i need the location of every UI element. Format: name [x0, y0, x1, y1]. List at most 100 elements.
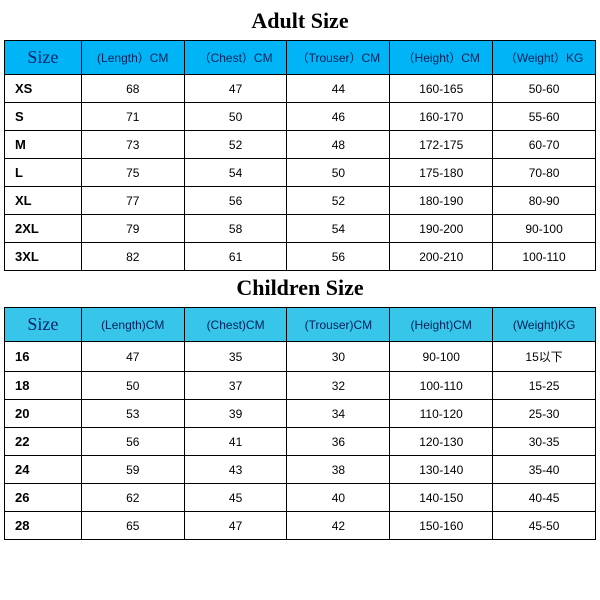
col-trouser: (Trouser)CM: [287, 308, 390, 342]
data-cell: 100-110: [493, 243, 596, 271]
col-height: （Height）CM: [390, 41, 493, 75]
data-cell: 44: [287, 75, 390, 103]
data-cell: 190-200: [390, 215, 493, 243]
table-row: 18503732100-11015-25: [5, 372, 596, 400]
table-header-row: Size (Length)CM (Chest)CM (Trouser)CM (H…: [5, 308, 596, 342]
table-row: M735248172-17560-70: [5, 131, 596, 159]
col-trouser: （Trouser）CM: [287, 41, 390, 75]
table-row: 1647353090-10015以下: [5, 342, 596, 372]
data-cell: 15-25: [493, 372, 596, 400]
table-row: 26624540140-15040-45: [5, 484, 596, 512]
data-cell: 54: [287, 215, 390, 243]
data-cell: 79: [81, 215, 184, 243]
data-cell: 130-140: [390, 456, 493, 484]
col-chest: (Chest)CM: [184, 308, 287, 342]
data-cell: 40-45: [493, 484, 596, 512]
size-cell: 3XL: [5, 243, 82, 271]
col-weight: （Weight）KG: [493, 41, 596, 75]
adult-tbody: XS684744160-16550-60S715046160-17055-60M…: [5, 75, 596, 271]
data-cell: 56: [287, 243, 390, 271]
col-length: (Length）CM: [81, 41, 184, 75]
data-cell: 70-80: [493, 159, 596, 187]
data-cell: 172-175: [390, 131, 493, 159]
data-cell: 56: [184, 187, 287, 215]
data-cell: 160-170: [390, 103, 493, 131]
data-cell: 47: [184, 512, 287, 540]
col-weight: (Weight)KG: [493, 308, 596, 342]
data-cell: 61: [184, 243, 287, 271]
data-cell: 68: [81, 75, 184, 103]
data-cell: 45: [184, 484, 287, 512]
data-cell: 90-100: [390, 342, 493, 372]
data-cell: 50: [184, 103, 287, 131]
size-cell: 28: [5, 512, 82, 540]
data-cell: 42: [287, 512, 390, 540]
data-cell: 90-100: [493, 215, 596, 243]
data-cell: 43: [184, 456, 287, 484]
size-cell: 22: [5, 428, 82, 456]
table-row: 20533934110-12025-30: [5, 400, 596, 428]
data-cell: 80-90: [493, 187, 596, 215]
children-size-table: Size (Length)CM (Chest)CM (Trouser)CM (H…: [4, 307, 596, 540]
data-cell: 52: [184, 131, 287, 159]
table-row: 22564136120-13030-35: [5, 428, 596, 456]
data-cell: 35: [184, 342, 287, 372]
size-cell: XS: [5, 75, 82, 103]
data-cell: 110-120: [390, 400, 493, 428]
adult-size-table: Size (Length）CM （Chest）CM （Trouser）CM （H…: [4, 40, 596, 271]
data-cell: 100-110: [390, 372, 493, 400]
children-tbody: 1647353090-10015以下18503732100-11015-2520…: [5, 342, 596, 540]
data-cell: 160-165: [390, 75, 493, 103]
table-row: L755450175-18070-80: [5, 159, 596, 187]
table-row: S715046160-17055-60: [5, 103, 596, 131]
data-cell: 120-130: [390, 428, 493, 456]
col-height: (Height)CM: [390, 308, 493, 342]
data-cell: 53: [81, 400, 184, 428]
data-cell: 50: [287, 159, 390, 187]
col-size: Size: [5, 308, 82, 342]
data-cell: 60-70: [493, 131, 596, 159]
data-cell: 71: [81, 103, 184, 131]
table-row: 28654742150-16045-50: [5, 512, 596, 540]
data-cell: 37: [184, 372, 287, 400]
data-cell: 65: [81, 512, 184, 540]
data-cell: 38: [287, 456, 390, 484]
data-cell: 58: [184, 215, 287, 243]
data-cell: 46: [287, 103, 390, 131]
table-row: XS684744160-16550-60: [5, 75, 596, 103]
table-row: 2XL795854190-20090-100: [5, 215, 596, 243]
data-cell: 30-35: [493, 428, 596, 456]
size-cell: S: [5, 103, 82, 131]
data-cell: 200-210: [390, 243, 493, 271]
data-cell: 59: [81, 456, 184, 484]
data-cell: 48: [287, 131, 390, 159]
size-cell: M: [5, 131, 82, 159]
data-cell: 175-180: [390, 159, 493, 187]
adult-size-title: Adult Size: [4, 4, 596, 40]
data-cell: 140-150: [390, 484, 493, 512]
data-cell: 34: [287, 400, 390, 428]
data-cell: 47: [81, 342, 184, 372]
data-cell: 73: [81, 131, 184, 159]
data-cell: 45-50: [493, 512, 596, 540]
data-cell: 150-160: [390, 512, 493, 540]
size-cell: 20: [5, 400, 82, 428]
size-cell: 18: [5, 372, 82, 400]
data-cell: 25-30: [493, 400, 596, 428]
table-row: XL775652180-19080-90: [5, 187, 596, 215]
size-cell: XL: [5, 187, 82, 215]
size-cell: L: [5, 159, 82, 187]
data-cell: 30: [287, 342, 390, 372]
data-cell: 54: [184, 159, 287, 187]
size-cell: 26: [5, 484, 82, 512]
data-cell: 40: [287, 484, 390, 512]
table-row: 3XL826156200-210100-110: [5, 243, 596, 271]
data-cell: 77: [81, 187, 184, 215]
table-header-row: Size (Length）CM （Chest）CM （Trouser）CM （H…: [5, 41, 596, 75]
data-cell: 32: [287, 372, 390, 400]
data-cell: 75: [81, 159, 184, 187]
size-cell: 2XL: [5, 215, 82, 243]
children-size-title: Children Size: [4, 271, 596, 307]
data-cell: 62: [81, 484, 184, 512]
data-cell: 50-60: [493, 75, 596, 103]
